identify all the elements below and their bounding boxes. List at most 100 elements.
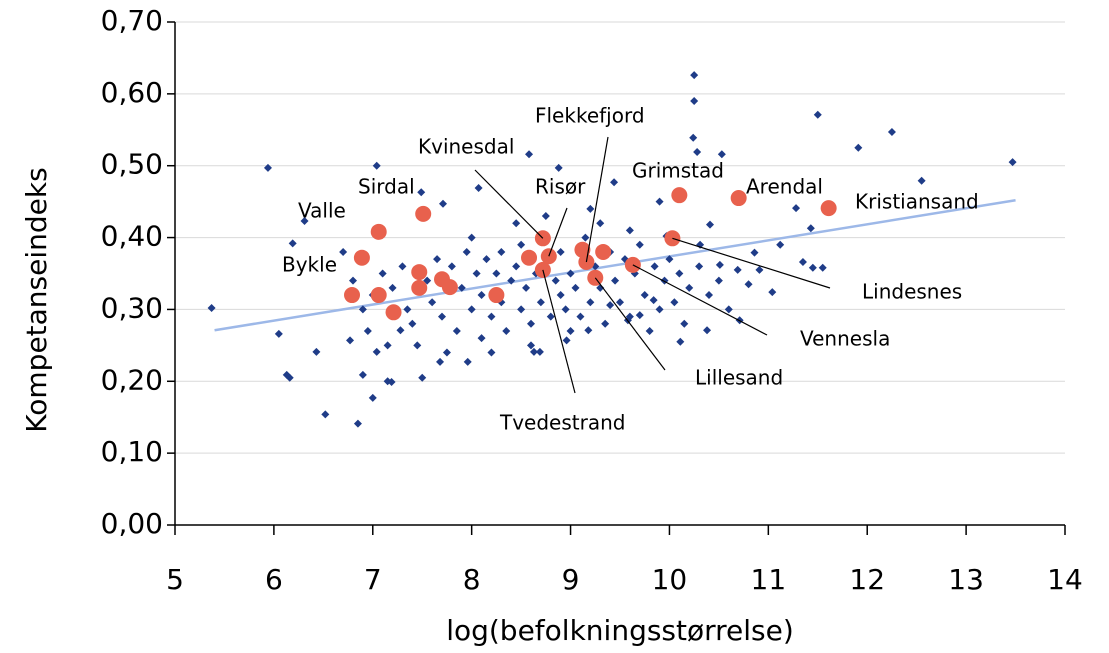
x-tick-label: 10 xyxy=(652,563,688,596)
data-point xyxy=(1008,158,1017,167)
data-point xyxy=(606,301,615,310)
data-point xyxy=(372,161,381,170)
x-tick-label: 6 xyxy=(265,563,283,596)
data-point xyxy=(676,337,685,346)
data-point xyxy=(522,283,531,292)
data-point xyxy=(346,336,355,345)
data-point xyxy=(635,311,644,320)
data-point xyxy=(527,319,535,328)
data-point xyxy=(665,255,674,264)
leader-line xyxy=(474,169,544,239)
data-point xyxy=(383,341,392,350)
data-point xyxy=(207,303,216,312)
data-point xyxy=(482,255,491,264)
data-point xyxy=(690,71,699,80)
data-point xyxy=(452,326,461,335)
data-point xyxy=(472,269,481,278)
x-axis-title: log(befolkningsstørrelse) xyxy=(446,614,794,647)
data-point xyxy=(556,291,565,300)
y-tick-label: 0,50 xyxy=(101,148,163,181)
data-point xyxy=(467,305,476,314)
data-point xyxy=(525,150,534,159)
highlight-point xyxy=(385,304,402,321)
data-point xyxy=(438,312,446,321)
data-point xyxy=(467,233,476,242)
highlight-point xyxy=(820,200,837,217)
data-point xyxy=(349,276,357,285)
data-point xyxy=(813,110,822,119)
highlight-point xyxy=(344,287,361,304)
data-point xyxy=(808,263,817,272)
y-tick-label: 0,30 xyxy=(101,291,163,324)
data-point xyxy=(776,240,785,249)
data-point xyxy=(403,305,412,314)
data-point xyxy=(536,298,545,307)
data-point xyxy=(378,269,387,278)
annotation: Grimstad xyxy=(632,159,724,183)
data-point xyxy=(527,341,535,350)
data-point xyxy=(474,183,483,192)
leader-line xyxy=(594,277,666,371)
highlight-point xyxy=(411,279,428,296)
data-point xyxy=(447,262,456,271)
data-point xyxy=(675,269,684,278)
data-point xyxy=(571,283,580,292)
highlight-point xyxy=(521,249,538,266)
data-point xyxy=(398,262,407,271)
data-point xyxy=(413,341,422,350)
data-point xyxy=(625,226,634,235)
data-point xyxy=(705,220,714,229)
data-point xyxy=(649,296,658,305)
highlight-point xyxy=(370,287,387,304)
data-point xyxy=(363,326,372,335)
data-point xyxy=(353,419,362,428)
data-point xyxy=(750,248,759,257)
x-tick-label: 13 xyxy=(948,563,984,596)
data-point xyxy=(556,247,565,256)
x-tick-label: 7 xyxy=(364,563,382,596)
annotation: Vennesla xyxy=(800,327,890,351)
annotation: Flekkefjord xyxy=(535,104,645,128)
data-point xyxy=(507,276,516,285)
annotation: Arendal xyxy=(746,175,823,199)
highlight-point xyxy=(574,241,591,258)
trend-line xyxy=(214,198,1016,332)
data-point xyxy=(487,312,496,321)
data-point xyxy=(693,148,702,157)
data-point xyxy=(517,305,526,314)
data-point xyxy=(806,224,815,233)
data-point xyxy=(442,348,451,357)
data-point xyxy=(680,319,689,328)
data-point xyxy=(584,326,593,335)
y-tick-label: 0,20 xyxy=(101,363,163,396)
data-point xyxy=(581,233,590,242)
x-tick-label: 8 xyxy=(463,563,481,596)
highlight-point xyxy=(411,264,428,281)
leader-line xyxy=(632,264,768,336)
x-tick-label: 5 xyxy=(166,563,184,596)
data-point xyxy=(288,239,297,248)
data-point xyxy=(492,269,501,278)
highlight-point xyxy=(730,190,747,207)
data-point xyxy=(689,133,698,142)
leader-line xyxy=(542,269,576,394)
data-point xyxy=(512,262,521,271)
y-axis-title: Kompetanseindeks xyxy=(20,167,53,432)
data-point xyxy=(418,373,427,382)
data-point xyxy=(462,247,471,256)
data-point xyxy=(457,283,466,292)
data-point xyxy=(436,357,445,366)
data-point xyxy=(541,212,550,221)
data-point xyxy=(433,255,442,264)
data-point xyxy=(724,305,733,314)
data-point xyxy=(387,378,396,387)
data-point xyxy=(546,312,555,321)
data-point xyxy=(463,357,472,366)
annotation: Sirdal xyxy=(358,175,415,199)
data-point xyxy=(705,291,713,300)
data-point xyxy=(576,312,585,321)
x-tick-label: 14 xyxy=(1047,563,1083,596)
data-point xyxy=(586,204,595,213)
data-point xyxy=(610,178,619,187)
data-point xyxy=(655,197,664,206)
